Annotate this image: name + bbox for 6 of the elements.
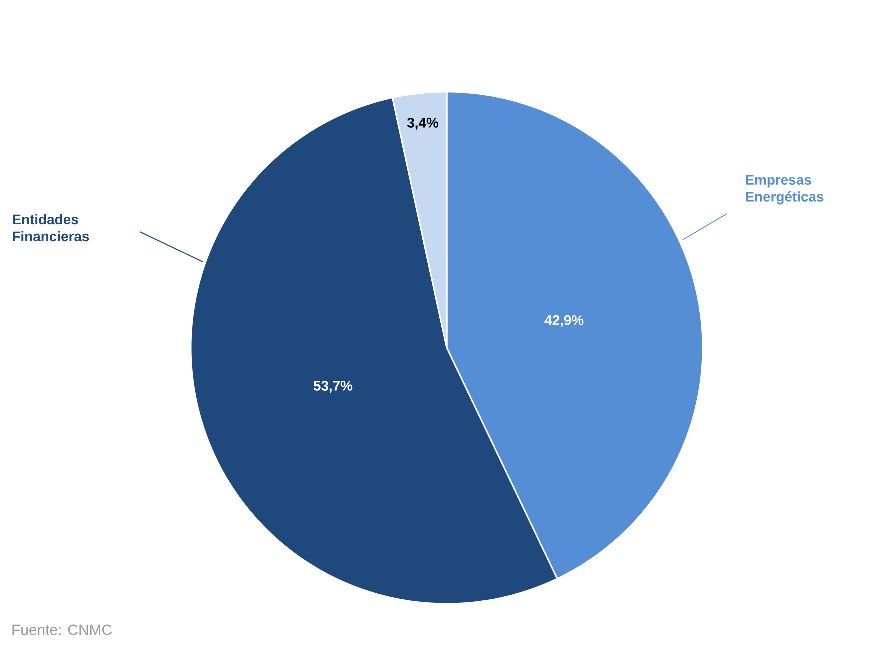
source-note: Fuente: CNMC [12, 624, 112, 636]
slice-label: Empresas Energéticas [746, 175, 824, 205]
data-label: 3,4% [407, 118, 439, 130]
data-label: 42,9% [544, 315, 584, 328]
data-label: 53,7% [314, 381, 353, 393]
slice-label: Entidades Financieras [13, 214, 90, 242]
